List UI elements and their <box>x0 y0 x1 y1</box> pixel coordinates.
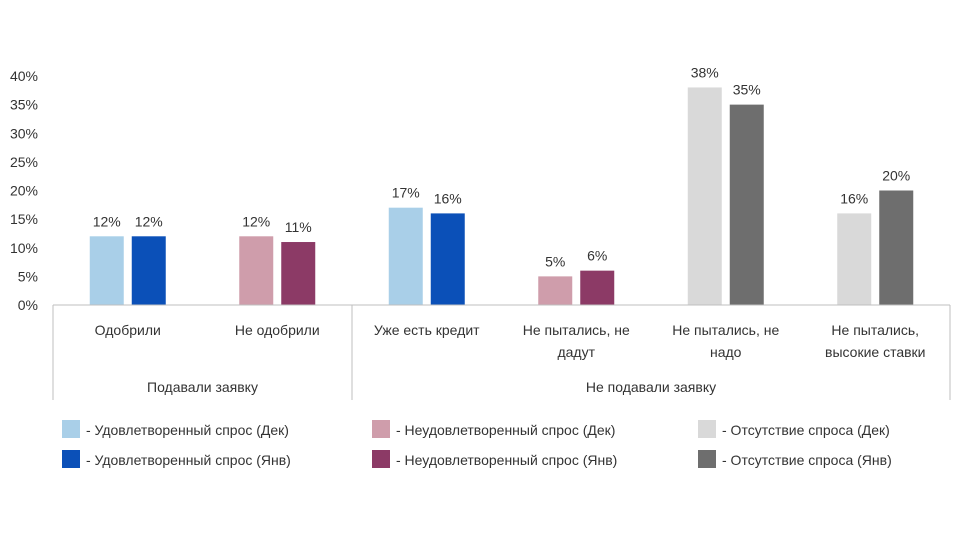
legend-label: - Неудовлетворенный спрос (Дек) <box>396 422 615 438</box>
data-label: 35% <box>733 82 761 98</box>
legend-swatch <box>372 420 390 438</box>
y-tick-label: 35% <box>10 97 38 113</box>
y-tick-label: 25% <box>10 154 38 170</box>
y-tick-label: 0% <box>18 297 38 313</box>
category-label: Не пытались, не <box>523 322 630 338</box>
x-axis: Одобрили Не одобрили Уже есть кредит Не пыт… <box>52 304 951 400</box>
data-label: 17% <box>392 185 420 201</box>
data-label: 12% <box>135 213 163 229</box>
category-label: Одобрили <box>95 322 161 338</box>
y-tick-label: 30% <box>10 125 38 141</box>
legend-label: - Отсутствие спроса (Янв) <box>722 452 892 468</box>
category-label: Не пытались, не <box>672 322 779 338</box>
category-label: Не пытались, <box>831 322 919 338</box>
bar <box>837 213 872 305</box>
data-label: 16% <box>840 190 868 206</box>
group-label: Подавали заявку <box>147 379 258 395</box>
bar <box>538 276 573 305</box>
bar <box>239 236 274 305</box>
y-tick-label: 40% <box>10 68 38 84</box>
category-label: Уже есть кредит <box>374 322 480 338</box>
category-label: высокие ставки <box>825 344 926 360</box>
y-tick-label: 20% <box>10 183 38 199</box>
bar <box>89 236 124 305</box>
data-label: 11% <box>285 219 312 235</box>
y-axis: 0% 5% 10% 15% 20% 25% 30% 35% 40% <box>10 68 38 313</box>
category-label: Не одобрили <box>235 322 320 338</box>
data-label: 12% <box>93 213 121 229</box>
data-label: 38% <box>691 64 719 80</box>
data-label: 20% <box>882 168 910 184</box>
bar <box>281 242 316 305</box>
category-label: надо <box>710 344 742 360</box>
y-tick-label: 5% <box>18 268 38 284</box>
bar <box>687 87 722 305</box>
bars: 12% 12% 12% 11% 17% 16% 5% 6% 38% 35% 16% 20% <box>89 64 914 305</box>
legend: - Удовлетворенный спрос (Дек) - Удовлетво… <box>62 420 892 468</box>
legend-label: - Отсутствие спроса (Дек) <box>722 422 890 438</box>
bar <box>879 190 914 305</box>
data-label: 6% <box>587 248 607 264</box>
legend-label: - Удовлетворенный спрос (Янв) <box>86 452 291 468</box>
group-label: Не подавали заявку <box>586 379 716 395</box>
legend-swatch <box>62 420 80 438</box>
data-label: 5% <box>545 253 565 269</box>
data-label: 12% <box>242 213 270 229</box>
data-label: 16% <box>434 190 462 206</box>
y-tick-label: 10% <box>10 240 38 256</box>
y-tick-label: 15% <box>10 211 38 227</box>
legend-label: - Неудовлетворенный спрос (Янв) <box>396 452 617 468</box>
legend-swatch <box>62 450 80 468</box>
legend-swatch <box>698 420 716 438</box>
bar <box>580 270 615 305</box>
bar <box>388 207 423 305</box>
legend-label: - Удовлетворенный спрос (Дек) <box>86 422 289 438</box>
bar <box>430 213 465 305</box>
bar <box>729 104 764 305</box>
legend-swatch <box>372 450 390 468</box>
category-label: дадут <box>557 344 595 360</box>
legend-swatch <box>698 450 716 468</box>
bar <box>131 236 166 305</box>
